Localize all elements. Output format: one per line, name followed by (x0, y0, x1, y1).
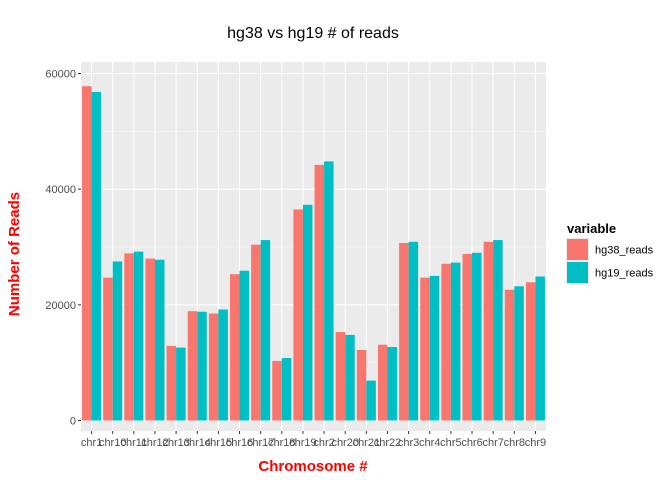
bar-hg19_reads-chr13 (176, 347, 186, 421)
bar-hg19_reads-chr12 (154, 259, 165, 421)
x-tick-label: chr4 (419, 437, 440, 449)
x-axis-title: Chromosome # (258, 458, 368, 475)
bar-hg19_reads-chr8 (514, 286, 524, 421)
bar-hg38_reads-chr20 (335, 332, 346, 421)
bar-hg38_reads-chr13 (166, 345, 177, 421)
bar-hg19_reads-chr7 (493, 240, 503, 421)
chart-title: hg38 vs hg19 # of reads (227, 25, 399, 42)
y-tick-label: 0 (70, 416, 76, 428)
legend-label-hg19_reads: hg19_reads (595, 268, 654, 280)
bar-hg19_reads-chr5 (450, 262, 461, 421)
x-tick-label: chr7 (482, 437, 503, 449)
y-axis: 0 20000 40000 60000 (45, 69, 81, 428)
bar-hg19_reads-chr19 (302, 204, 313, 421)
legend-title: variable (567, 221, 616, 236)
x-tick-label: chr10 (99, 437, 127, 449)
bar-hg19_reads-chr14 (197, 311, 207, 421)
x-tick-label: chr16 (226, 437, 254, 449)
bar-hg19_reads-chr16 (239, 270, 250, 421)
bar-hg19_reads-chr18 (281, 358, 292, 421)
bar-hg38_reads-chr15 (208, 313, 219, 421)
bar-hg19_reads-chr2 (324, 161, 334, 421)
y-tick-label: 60000 (45, 69, 76, 81)
bar-hg38_reads-chr8 (504, 289, 515, 421)
bar-hg38_reads-chr2 (314, 164, 325, 421)
bars (82, 86, 545, 421)
x-tick-label: chr13 (162, 437, 190, 449)
bar-hg19_reads-chr3 (408, 241, 419, 421)
legend-label-hg38_reads: hg38_reads (595, 245, 654, 257)
x-tick-label: chr2 (313, 437, 334, 449)
bar-hg38_reads-chr4 (420, 277, 430, 421)
bar-hg19_reads-chr9 (535, 276, 545, 421)
y-tick-label: 40000 (45, 184, 76, 196)
bar-hg38_reads-chr5 (441, 263, 451, 421)
bar-hg19_reads-chr11 (133, 251, 144, 421)
bar-hg38_reads-chr18 (272, 360, 282, 421)
bar-hg19_reads-chr22 (387, 347, 397, 421)
bar-hg38_reads-chr14 (187, 311, 198, 421)
bar-hg38_reads-chr11 (124, 253, 134, 421)
x-axis: chr1chr10chr11chr12chr13chr14chr15chr16c… (81, 431, 546, 449)
x-tick-label: chr12 (141, 437, 169, 449)
x-tick-label: chr5 (440, 437, 461, 449)
x-tick-label: chr3 (398, 437, 419, 449)
bar-hg19_reads-chr1 (91, 92, 102, 421)
bar-hg19_reads-chr4 (429, 275, 440, 421)
bar-hg38_reads-chr22 (377, 344, 388, 421)
bar-hg38_reads-chr6 (462, 253, 473, 421)
bar-hg38_reads-chr7 (483, 241, 494, 421)
x-tick-label: chr11 (120, 437, 147, 449)
x-tick-label: chr21 (353, 437, 381, 449)
bar-hg19_reads-chr10 (112, 261, 123, 421)
x-tick-label: chr17 (247, 437, 275, 449)
x-tick-label: chr20 (331, 437, 359, 449)
bar-hg38_reads-chr10 (103, 277, 113, 421)
bar-hg19_reads-chr15 (218, 309, 228, 421)
bar-hg38_reads-chr21 (356, 349, 367, 421)
bar-hg38_reads-chr1 (82, 86, 92, 421)
legend-key-hg38_reads (567, 239, 588, 260)
bar-hg38_reads-chr3 (399, 242, 409, 421)
y-tick-label: 20000 (45, 300, 76, 312)
bar-hg19_reads-chr6 (472, 252, 482, 421)
x-tick-label: chr22 (374, 437, 402, 449)
bar-hg19_reads-chr21 (366, 380, 376, 421)
x-tick-label: chr14 (183, 437, 211, 449)
bar-hg38_reads-chr9 (525, 282, 536, 421)
bar-hg38_reads-chr17 (251, 244, 261, 421)
legend: variable hg38_reads hg19_reads (566, 221, 654, 284)
x-tick-label: chr1 (81, 437, 102, 449)
x-tick-label: chr9 (525, 437, 546, 449)
bar-hg38_reads-chr19 (293, 209, 303, 421)
x-tick-label: chr19 (289, 437, 317, 449)
x-tick-label: chr8 (504, 437, 525, 449)
y-axis-title: Number of Reads (6, 192, 23, 316)
x-tick-label: chr15 (205, 437, 233, 449)
bar-hg38_reads-chr16 (230, 274, 240, 421)
bar-hg19_reads-chr20 (345, 334, 355, 421)
bar-hg38_reads-chr12 (145, 258, 155, 421)
bar-hg19_reads-chr17 (260, 240, 271, 421)
x-tick-label: chr6 (461, 437, 482, 449)
legend-key-hg19_reads (567, 262, 588, 283)
x-tick-label: chr18 (268, 437, 296, 449)
